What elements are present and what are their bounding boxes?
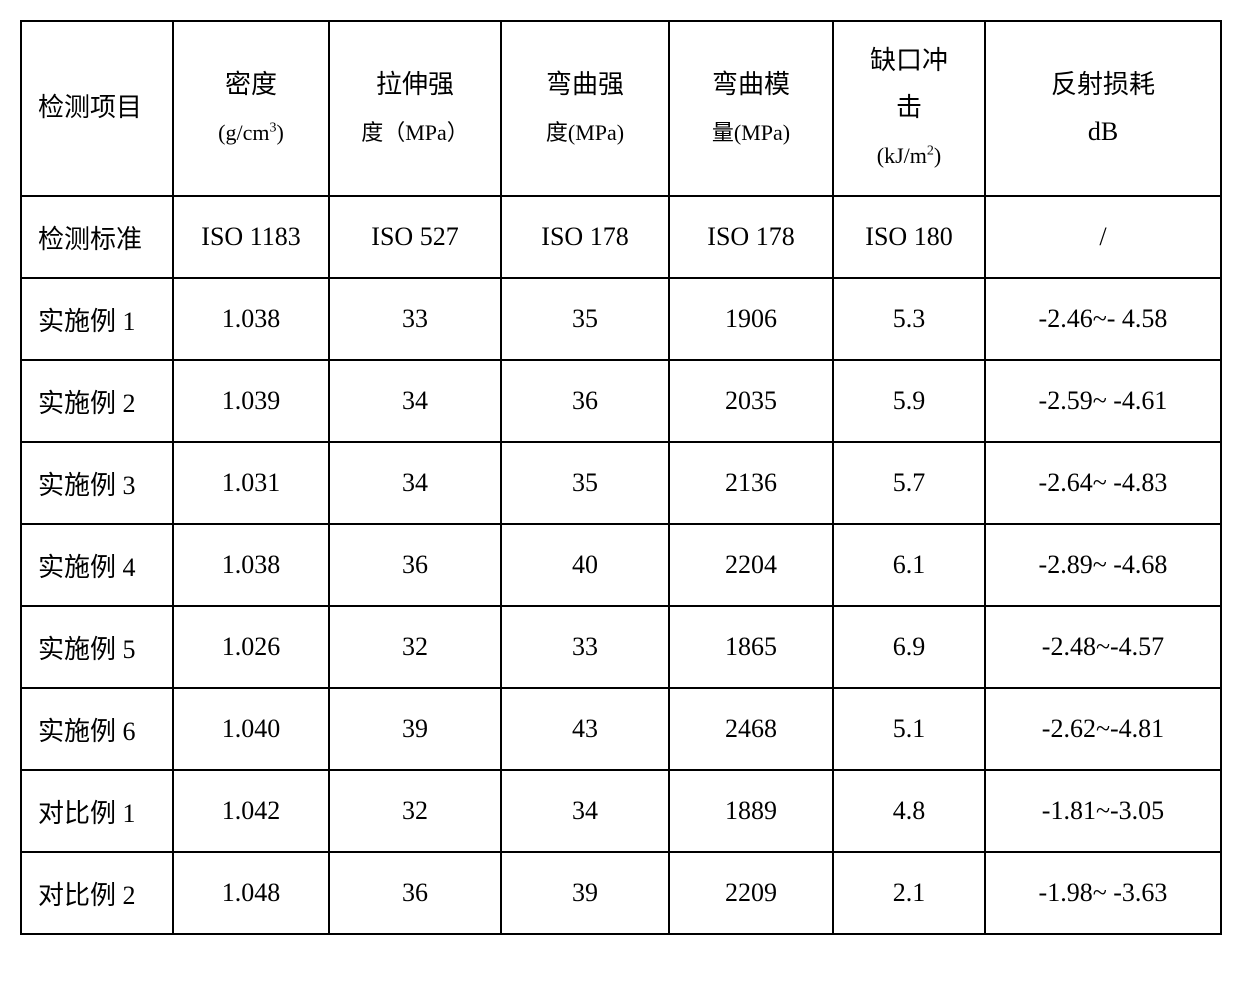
table-row: 实施例 3 1.031 34 35 2136 5.7 -2.64~ -4.83: [21, 442, 1221, 524]
table-row: 实施例 5 1.026 32 33 1865 6.9 -2.48~-4.57: [21, 606, 1221, 688]
cell: 34: [329, 360, 501, 442]
header-label-4: 弯曲模: [712, 70, 790, 99]
cell: 33: [501, 606, 669, 688]
standard-col-1: ISO 1183: [173, 196, 329, 278]
cell: 39: [501, 852, 669, 934]
table-row: 实施例 6 1.040 39 43 2468 5.1 -2.62~-4.81: [21, 688, 1221, 770]
row-label: 实施例 5: [21, 606, 173, 688]
cell: -1.98~ -3.63: [985, 852, 1221, 934]
row-label: 实施例 1: [21, 278, 173, 360]
header-unit-2: 度（MPa）: [361, 120, 469, 145]
data-table: 检测项目 密度 (g/cm3) 拉伸强 度（MPa） 弯曲强 度(MPa) 弯曲…: [20, 20, 1222, 935]
cell: 5.3: [833, 278, 985, 360]
cell: 5.7: [833, 442, 985, 524]
standard-col-5: ISO 180: [833, 196, 985, 278]
table-row: 实施例 4 1.038 36 40 2204 6.1 -2.89~ -4.68: [21, 524, 1221, 606]
cell: 40: [501, 524, 669, 606]
row-label: 对比例 1: [21, 770, 173, 852]
cell: -1.81~-3.05: [985, 770, 1221, 852]
cell: -2.62~-4.81: [985, 688, 1221, 770]
header-unit-4: 量(MPa): [712, 120, 790, 145]
header-unit-1: (g/cm3): [218, 120, 284, 145]
cell: 1.042: [173, 770, 329, 852]
standard-label: 检测标准: [21, 196, 173, 278]
header-col-6: 反射损耗 dB: [985, 21, 1221, 196]
cell: 6.9: [833, 606, 985, 688]
header-col-5: 缺口冲击 (kJ/m2): [833, 21, 985, 196]
cell: 5.9: [833, 360, 985, 442]
cell: 1.040: [173, 688, 329, 770]
table-row: 对比例 2 1.048 36 39 2209 2.1 -1.98~ -3.63: [21, 852, 1221, 934]
cell: 2209: [669, 852, 833, 934]
cell: 35: [501, 278, 669, 360]
cell: 36: [329, 852, 501, 934]
header-label-6: 反射损耗: [1051, 70, 1155, 99]
cell: -2.64~ -4.83: [985, 442, 1221, 524]
header-unit-6: dB: [1088, 117, 1118, 146]
header-label-5: 缺口冲击: [870, 46, 948, 122]
table-row: 实施例 1 1.038 33 35 1906 5.3 -2.46~- 4.58: [21, 278, 1221, 360]
cell: 1.038: [173, 278, 329, 360]
row-label: 对比例 2: [21, 852, 173, 934]
standard-col-2: ISO 527: [329, 196, 501, 278]
header-unit-5: (kJ/m2): [877, 143, 941, 168]
header-label-1: 密度: [225, 70, 277, 99]
cell: 4.8: [833, 770, 985, 852]
table-row: 实施例 2 1.039 34 36 2035 5.9 -2.59~ -4.61: [21, 360, 1221, 442]
cell: 32: [329, 770, 501, 852]
cell: 43: [501, 688, 669, 770]
cell: 1906: [669, 278, 833, 360]
cell: 32: [329, 606, 501, 688]
cell: 36: [329, 524, 501, 606]
standard-col-4: ISO 178: [669, 196, 833, 278]
table-header-row: 检测项目 密度 (g/cm3) 拉伸强 度（MPa） 弯曲强 度(MPa) 弯曲…: [21, 21, 1221, 196]
header-col-4: 弯曲模 量(MPa): [669, 21, 833, 196]
cell: 39: [329, 688, 501, 770]
cell: 1.039: [173, 360, 329, 442]
cell: 36: [501, 360, 669, 442]
table-standard-row: 检测标准 ISO 1183 ISO 527 ISO 178 ISO 178 IS…: [21, 196, 1221, 278]
cell: -2.48~-4.57: [985, 606, 1221, 688]
cell: 1.031: [173, 442, 329, 524]
standard-col-6: /: [985, 196, 1221, 278]
row-label: 实施例 2: [21, 360, 173, 442]
cell: -2.59~ -4.61: [985, 360, 1221, 442]
cell: 2035: [669, 360, 833, 442]
standard-col-3: ISO 178: [501, 196, 669, 278]
header-unit-3: 度(MPa): [546, 120, 624, 145]
cell: 2.1: [833, 852, 985, 934]
cell: 1865: [669, 606, 833, 688]
header-label-0: 检测项目: [38, 93, 142, 122]
header-label-2: 拉伸强: [376, 70, 454, 99]
cell: 1889: [669, 770, 833, 852]
header-label-3: 弯曲强: [546, 70, 624, 99]
cell: 2136: [669, 442, 833, 524]
cell: -2.46~- 4.58: [985, 278, 1221, 360]
cell: 34: [329, 442, 501, 524]
table-row: 对比例 1 1.042 32 34 1889 4.8 -1.81~-3.05: [21, 770, 1221, 852]
cell: -2.89~ -4.68: [985, 524, 1221, 606]
cell: 35: [501, 442, 669, 524]
cell: 2204: [669, 524, 833, 606]
cell: 5.1: [833, 688, 985, 770]
header-col-2: 拉伸强 度（MPa）: [329, 21, 501, 196]
header-col-3: 弯曲强 度(MPa): [501, 21, 669, 196]
header-col-0: 检测项目: [21, 21, 173, 196]
cell: 6.1: [833, 524, 985, 606]
cell: 2468: [669, 688, 833, 770]
cell: 33: [329, 278, 501, 360]
cell: 34: [501, 770, 669, 852]
cell: 1.038: [173, 524, 329, 606]
row-label: 实施例 4: [21, 524, 173, 606]
cell: 1.026: [173, 606, 329, 688]
cell: 1.048: [173, 852, 329, 934]
row-label: 实施例 3: [21, 442, 173, 524]
row-label: 实施例 6: [21, 688, 173, 770]
header-col-1: 密度 (g/cm3): [173, 21, 329, 196]
